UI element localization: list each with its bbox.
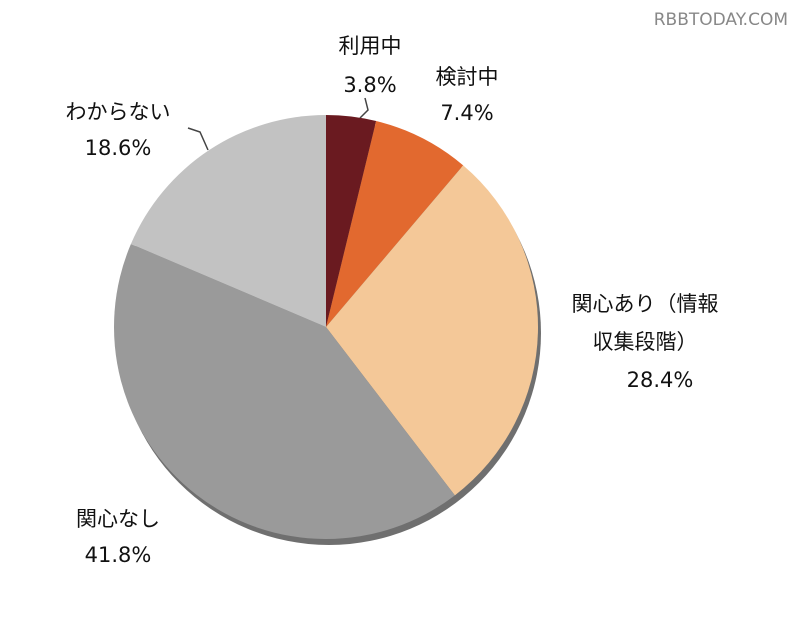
slice-label: 利用中 — [339, 34, 402, 58]
leader-line — [187, 127, 209, 151]
value-label: 41.8% — [85, 543, 152, 567]
pie-slice — [326, 121, 464, 328]
leader-line — [359, 97, 369, 119]
slice-label: 検討中 — [436, 65, 499, 89]
value-label: 18.6% — [85, 136, 152, 160]
pie-slice — [130, 115, 326, 327]
pie-slice — [326, 165, 538, 496]
slice-label: 関心なし — [76, 507, 160, 531]
value-label: 7.4% — [440, 101, 493, 125]
watermark: RBBTODAY.COM — [654, 10, 788, 30]
slice-label: 関心あり（情報収集段階） — [572, 292, 719, 354]
value-label: 3.8% — [343, 73, 396, 97]
value-label: 28.4% — [627, 368, 694, 392]
leader-lines — [187, 97, 369, 151]
pie-slice — [326, 115, 377, 327]
pie-slice — [113, 244, 455, 539]
slice-label: わからない — [66, 100, 171, 124]
